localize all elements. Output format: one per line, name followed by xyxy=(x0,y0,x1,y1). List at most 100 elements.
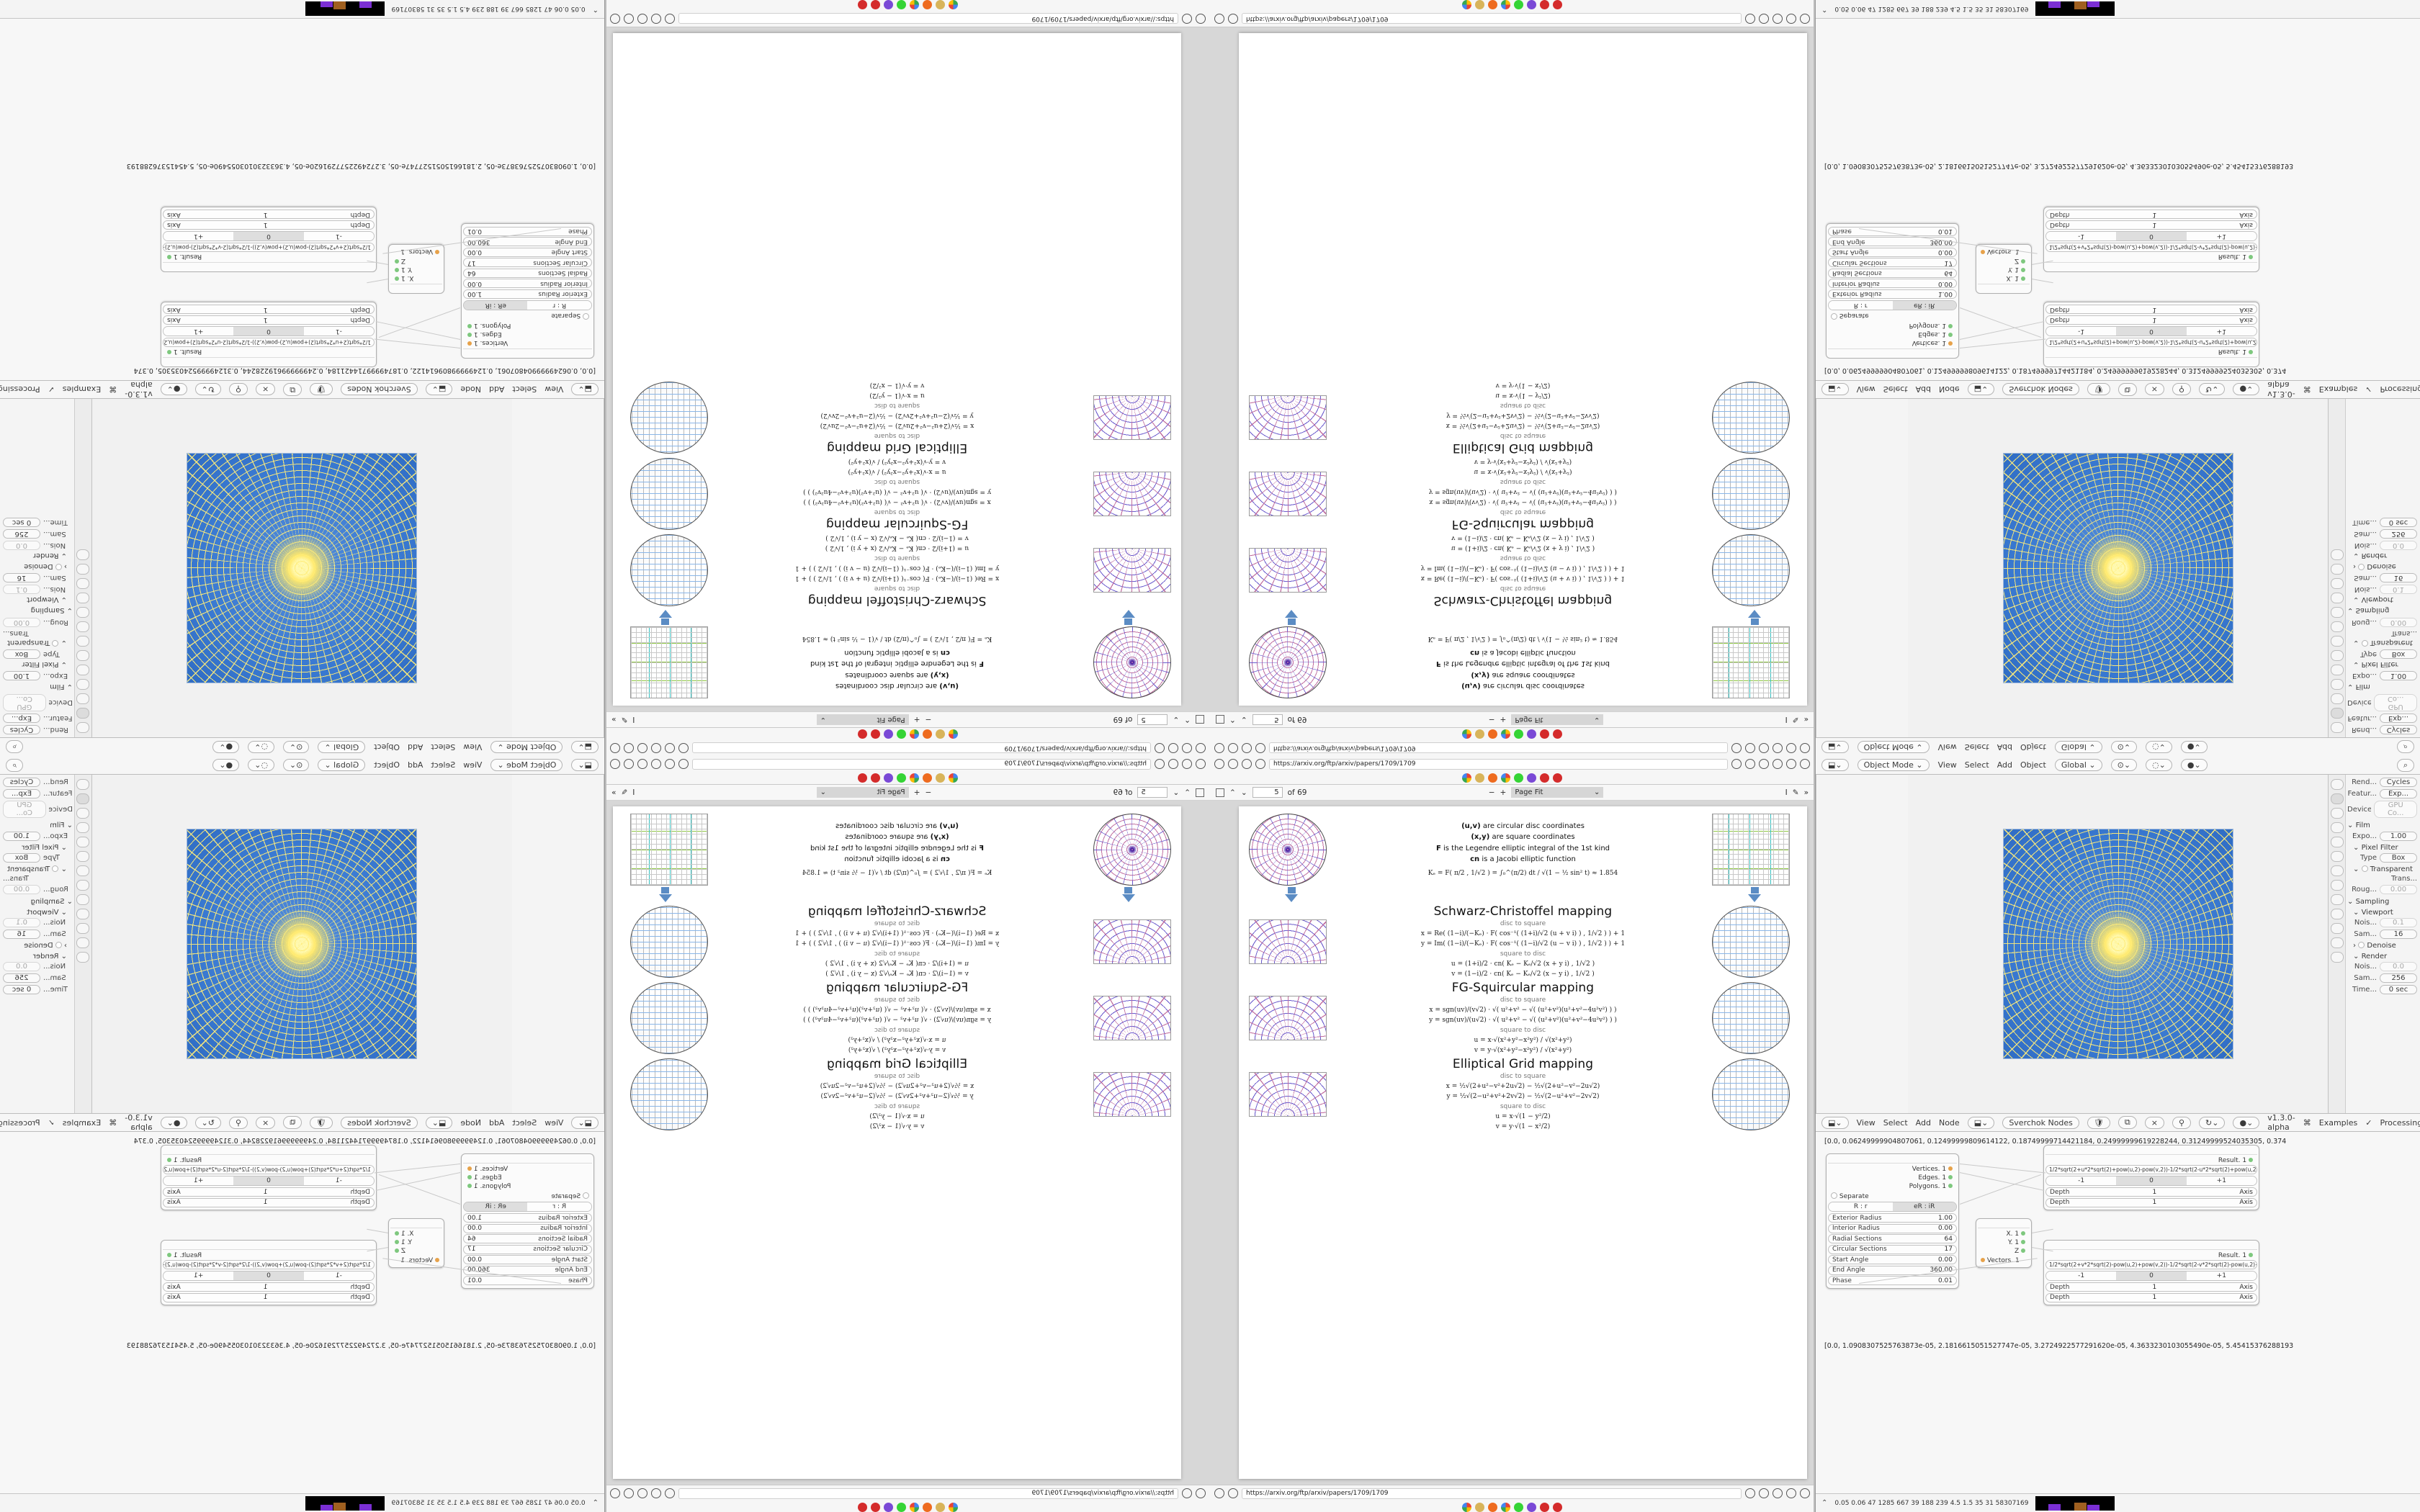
reload-icon[interactable] xyxy=(1168,759,1178,769)
bookmark-blogger-icon[interactable] xyxy=(923,1503,932,1512)
viewport-noise-field[interactable]: 0.1 xyxy=(2380,585,2417,594)
exposure-field[interactable]: 1.00 xyxy=(3,671,40,680)
back-icon[interactable] xyxy=(1196,759,1206,769)
close-icon[interactable]: × xyxy=(256,383,276,396)
torus-param-row[interactable]: Phase 0.01 xyxy=(1828,1276,1957,1285)
viewport-menu-add[interactable]: Add xyxy=(1996,742,2012,752)
bookmark-google-icon[interactable] xyxy=(1462,729,1471,739)
torus-param-row[interactable]: Exterior Radius 1.00 xyxy=(463,1213,592,1223)
formula-sign-toggle[interactable]: -1 0 +1 xyxy=(163,231,375,241)
modifier-tab-icon[interactable] xyxy=(76,621,90,632)
feature-set-select[interactable]: Exp... xyxy=(3,714,40,723)
formula-depth-row[interactable]: Depth 1 Axis xyxy=(2045,315,2257,325)
editor-type-icon[interactable]: ⬓⌄ xyxy=(1821,759,1849,771)
sign-zero[interactable]: 0 xyxy=(2116,327,2187,336)
scene-tab-icon[interactable] xyxy=(2330,837,2344,847)
node-menu-node[interactable]: Node xyxy=(460,1117,482,1128)
copy-icon[interactable]: ⧉ xyxy=(2118,1116,2137,1129)
node-output-edges[interactable]: Edges. 1 xyxy=(1828,1174,1957,1182)
data-tab-icon[interactable] xyxy=(76,937,90,948)
extension-icon[interactable] xyxy=(1773,759,1783,769)
render-noise-field[interactable]: 0.0 xyxy=(3,541,40,550)
bookmark-google2-icon[interactable] xyxy=(910,1503,919,1512)
world-tab-icon[interactable] xyxy=(76,650,90,661)
node-output-vertices[interactable]: Vertices. 1 xyxy=(463,338,592,347)
transparent-header[interactable]: ⌄ Transparent xyxy=(2353,639,2413,647)
node-header-bar[interactable] xyxy=(1978,1220,2030,1228)
bookmark-smiley-icon[interactable] xyxy=(1514,1503,1523,1512)
transform-orientation-select[interactable]: Global ⌄ xyxy=(2054,759,2102,771)
status-collapse-icon[interactable]: ⌃ xyxy=(1821,1499,1828,1507)
viewport-mode-select[interactable]: Object Mode ⌄ xyxy=(490,741,563,753)
param-value[interactable]: 64 xyxy=(1944,1235,1953,1243)
socket-dot-icon[interactable] xyxy=(395,268,399,272)
bookmark-flower2-icon[interactable] xyxy=(1553,729,1562,739)
node-tree-icon[interactable]: ⬓⌄ xyxy=(425,383,453,396)
close-icon[interactable]: × xyxy=(256,1116,276,1129)
torus-param-row[interactable]: Exterior Radius 1.00 xyxy=(1828,1213,1957,1223)
filter-type-select[interactable]: Box xyxy=(3,853,40,863)
sign-zero[interactable]: 0 xyxy=(233,232,304,240)
sign-minus-one[interactable]: -1 xyxy=(2046,327,2117,336)
node-tree-icon[interactable]: ⬓⌄ xyxy=(1967,383,1995,396)
render-noise-field[interactable]: 0.0 xyxy=(3,962,40,971)
node-menu-view[interactable]: View xyxy=(544,384,564,395)
node-output-vertices[interactable]: Vertices. 1 xyxy=(1828,338,1957,347)
formula-node-0[interactable]: Result. 1 1/2*sqrt(2+u*2*sqrt(2)+pow(u,2… xyxy=(161,1145,377,1210)
node-menu-select[interactable]: Select xyxy=(1883,384,1908,395)
axis-label[interactable]: Axis xyxy=(167,1199,181,1206)
account-icon[interactable] xyxy=(624,743,634,753)
node-output-y[interactable]: Y. 1 xyxy=(390,1238,442,1247)
editor-type-icon[interactable]: ⬓⌄ xyxy=(571,383,599,396)
axis-label[interactable]: Axis xyxy=(2239,1199,2253,1206)
processing-checkbox[interactable]: ✓ xyxy=(2365,384,2372,395)
back-icon[interactable] xyxy=(1214,743,1224,753)
page-number-input[interactable]: 5 xyxy=(1137,714,1168,725)
menu-icon[interactable] xyxy=(1800,1488,1810,1498)
back-icon[interactable] xyxy=(1196,743,1206,753)
torus-param-row[interactable]: Interior Radius 0.00 xyxy=(1828,1223,1957,1233)
bookmark-flower2-icon[interactable] xyxy=(1553,0,1562,9)
torus-param-row[interactable]: Exterior Radius 1.00 xyxy=(463,289,592,299)
node-tree-name-field[interactable]: Sverchok Nodes xyxy=(341,1116,418,1129)
node-editor-canvas[interactable]: [0.0, 0.06249999904807061, 0.12499999809… xyxy=(1816,1132,2420,1493)
output-tab-icon[interactable] xyxy=(2330,808,2344,819)
torus-node[interactable]: Vertices. 1 Edges. 1 Polygons. 1 Separat… xyxy=(1826,223,1959,359)
filter-type-select[interactable]: Box xyxy=(2380,649,2417,659)
extension-icon[interactable] xyxy=(637,1488,647,1498)
node-header-bar[interactable] xyxy=(463,1156,592,1164)
bookmark-star-icon[interactable] xyxy=(665,759,675,769)
exposure-field[interactable]: 1.00 xyxy=(2380,832,2417,841)
zoom-in-button[interactable]: + xyxy=(913,788,920,797)
torus-param-row[interactable]: Interior Radius 0.00 xyxy=(463,279,592,289)
render-sampling-header[interactable]: ⌄ Render xyxy=(2353,552,2388,559)
bookmark-flower1-icon[interactable] xyxy=(1540,729,1549,739)
separate-checkbox-icon[interactable] xyxy=(583,313,589,320)
torus-mode-erir[interactable]: eR : iR xyxy=(464,301,528,310)
separate-checkbox-icon[interactable] xyxy=(1831,313,1837,320)
formula-output-result[interactable]: Result. 1 xyxy=(2045,252,2257,261)
formula-depth-row[interactable]: Depth 1 Axis xyxy=(2045,305,2257,315)
sidebar-toggle-icon[interactable] xyxy=(1216,788,1224,797)
formula-depth-row[interactable]: Depth 1 Axis xyxy=(163,220,375,230)
bookmark-star-icon[interactable] xyxy=(665,743,675,753)
torus-param-row[interactable]: Start Angle 0.00 xyxy=(463,248,592,257)
node-output-z[interactable]: Z xyxy=(390,256,442,265)
axis-label[interactable]: Axis xyxy=(2239,1283,2253,1291)
translate-icon[interactable] xyxy=(678,759,689,769)
node-header-bar[interactable] xyxy=(1978,284,2030,292)
shading-mode-icon[interactable]: ●⌄ xyxy=(212,759,240,771)
param-value[interactable]: 64 xyxy=(467,1235,476,1243)
viewport-menu-object[interactable]: Object xyxy=(374,742,400,752)
socket-dot-icon[interactable] xyxy=(167,1253,171,1257)
node-menu-view[interactable]: View xyxy=(1856,384,1876,395)
sign-minus-one[interactable]: -1 xyxy=(303,1272,374,1280)
socket-dot-icon[interactable] xyxy=(467,333,472,337)
zoom-in-button[interactable]: + xyxy=(1500,715,1507,724)
axis-label[interactable]: Axis xyxy=(167,1294,181,1301)
node-menu-node[interactable]: Node xyxy=(1938,384,1960,395)
download-icon[interactable] xyxy=(1759,743,1769,753)
extension-icon[interactable] xyxy=(1773,1488,1783,1498)
bookmark-flower1-icon[interactable] xyxy=(871,729,880,739)
param-value[interactable]: 360.00 xyxy=(1930,1266,1953,1274)
